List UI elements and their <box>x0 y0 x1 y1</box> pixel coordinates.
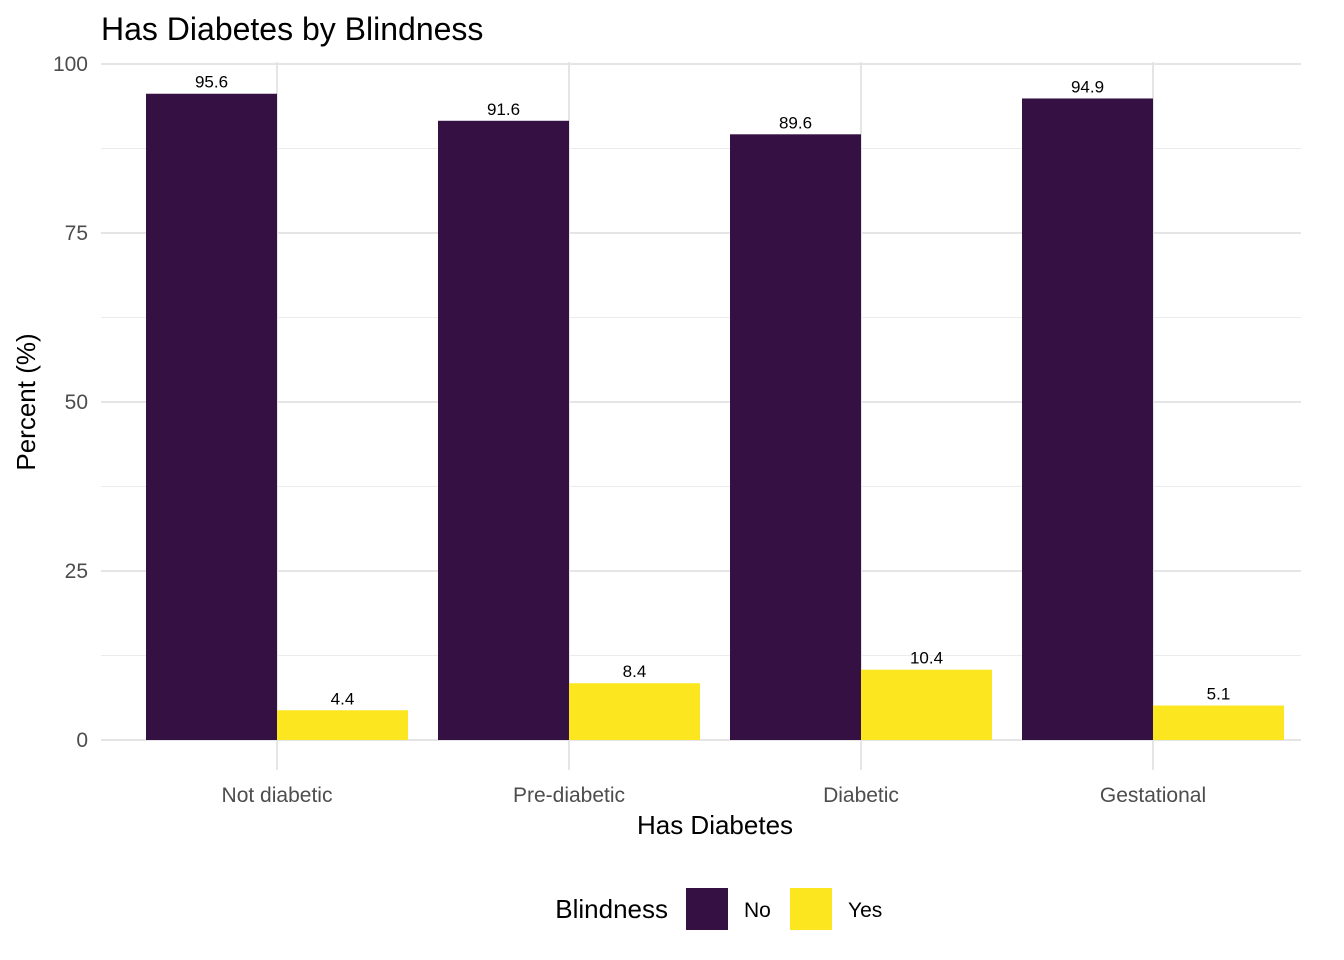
y-tick-label: 0 <box>76 729 88 752</box>
data-label: 89.6 <box>779 113 812 132</box>
bar-no-pre-diabetic <box>438 120 569 740</box>
bar-no-not-diabetic <box>146 93 277 740</box>
data-label: 4.4 <box>331 689 355 708</box>
legend-label-yes: Yes <box>848 899 882 922</box>
y-axis-title: Percent (%) <box>11 333 41 470</box>
y-axis-ticks: 0 25 50 75 100 <box>53 53 88 752</box>
x-tick-label: Diabetic <box>823 784 899 807</box>
data-label: 94.9 <box>1071 77 1104 96</box>
legend-key-yes <box>790 888 832 930</box>
y-tick-label: 50 <box>65 391 88 414</box>
chart-title: Has Diabetes by Blindness <box>101 11 483 47</box>
legend-title: Blindness <box>555 894 668 924</box>
bar-yes-gestational <box>1153 705 1284 740</box>
x-tick-label: Gestational <box>1100 784 1206 807</box>
legend-label-no: No <box>744 899 771 922</box>
data-label: 91.6 <box>487 100 520 119</box>
bar-no-gestational <box>1022 98 1153 740</box>
y-tick-label: 25 <box>65 560 88 583</box>
x-tick-label: Not diabetic <box>222 784 333 807</box>
x-tick-label: Pre-diabetic <box>513 784 625 807</box>
data-label: 95.6 <box>195 73 228 92</box>
legend-key-no <box>686 888 728 930</box>
x-axis-title: Has Diabetes <box>637 810 793 840</box>
data-label: 8.4 <box>623 662 647 681</box>
bar-yes-diabetic <box>861 669 992 740</box>
legend: Blindness No Yes <box>555 888 882 930</box>
data-label: 5.1 <box>1207 685 1231 704</box>
x-axis-ticks: Not diabetic Pre-diabetic Diabetic Gestatio… <box>222 784 1207 807</box>
data-label: 10.4 <box>910 649 943 668</box>
bar-yes-pre-diabetic <box>569 683 700 740</box>
bar-yes-not-diabetic <box>277 710 408 740</box>
bar-no-diabetic <box>730 134 861 740</box>
y-tick-label: 100 <box>53 53 88 76</box>
bars <box>146 93 1284 740</box>
y-tick-label: 75 <box>65 222 88 245</box>
data-labels: 95.6 91.6 89.6 94.9 4.4 8.4 10.4 5.1 <box>195 73 1230 709</box>
